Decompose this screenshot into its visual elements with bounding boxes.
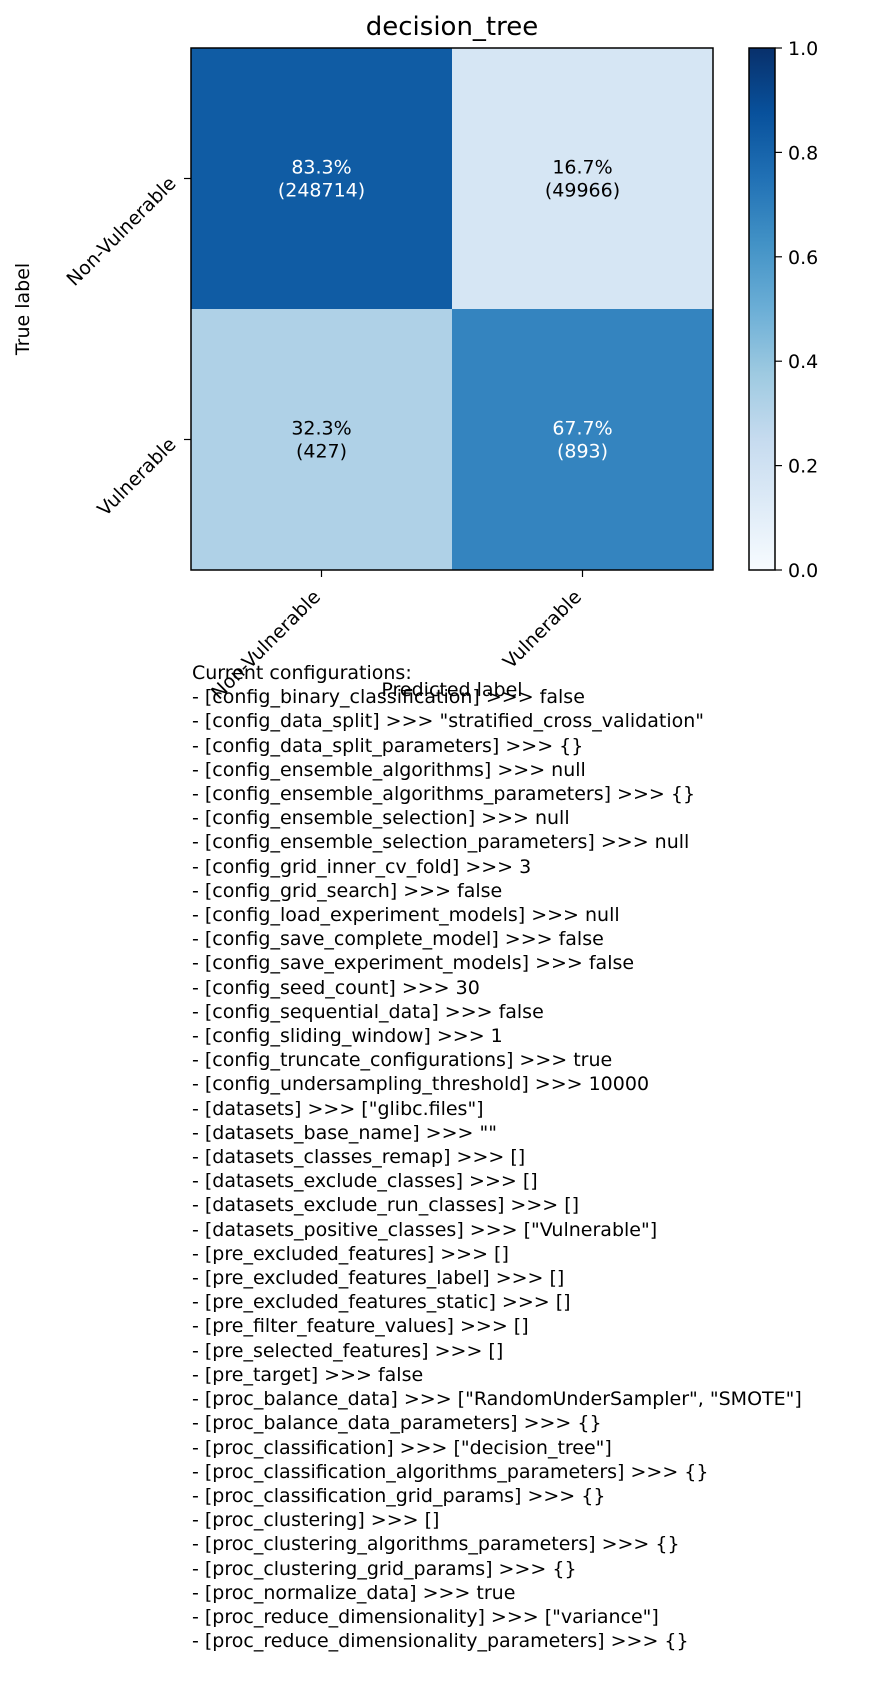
config-line: - [config_binary_classification] >>> fal… — [192, 686, 585, 709]
config-line: - [config_save_experiment_models] >>> fa… — [192, 952, 635, 975]
cell-labels: 83.3%(248714) 16.7%(49966) 32.3%(427) 67.7%… — [278, 157, 620, 463]
x-axis-label: Predicted label — [381, 679, 522, 701]
heatmap-cell-0-1 — [452, 48, 713, 309]
y-tick-label: Non-Vulnerable — [63, 172, 181, 290]
config-line: - [proc_clustering_grid_params] >>> {} — [192, 1557, 577, 1580]
config-line: - [datasets_exclude_run_classes] >>> [] — [192, 1194, 580, 1217]
colorbar-tick-label: 0.8 — [788, 142, 818, 164]
config-line: - [proc_classification_algorithms_parame… — [192, 1460, 709, 1483]
config-line: - [pre_excluded_features_static] >>> [] — [192, 1291, 571, 1314]
config-line: - [proc_clustering_algorithms_parameters… — [192, 1533, 680, 1556]
config-line: - [datasets_exclude_classes] >>> [] — [192, 1170, 538, 1193]
config-line: - [config_ensemble_algorithms_parameters… — [192, 783, 696, 806]
config-line: - [datasets_positive_classes] >>> ["Vuln… — [192, 1218, 658, 1241]
config-line: - [proc_clustering] >>> [] — [192, 1509, 440, 1532]
config-line: - [datasets] >>> ["glibc.files"] — [192, 1097, 484, 1120]
config-line: - [proc_reduce_dimensionality] >>> ["var… — [192, 1605, 659, 1628]
config-line: - [proc_classification] >>> ["decision_t… — [192, 1436, 612, 1459]
config-line: - [config_sliding_window] >>> 1 — [192, 1025, 503, 1048]
colorbar-tick-label: 0.0 — [788, 560, 818, 582]
configuration-list: Current configurations: - [config_binary_… — [192, 661, 802, 1653]
config-line: - [config_data_split] >>> "stratified_cr… — [192, 710, 704, 733]
colorbar — [748, 47, 776, 571]
config-line: - [datasets_classes_remap] >>> [] — [192, 1146, 526, 1169]
colorbar-tick-label: 0.6 — [788, 247, 818, 269]
config-line: - [config_truncate_configurations] >>> t… — [192, 1049, 613, 1072]
colorbar-tick-label: 0.2 — [788, 456, 818, 478]
config-line: - [pre_excluded_features] >>> [] — [192, 1242, 509, 1265]
config-line: - [pre_target] >>> false — [192, 1363, 424, 1386]
config-line: - [proc_balance_data] >>> ["RandomUnderS… — [192, 1388, 802, 1411]
config-line: - [pre_excluded_features_label] >>> [] — [192, 1267, 565, 1290]
heatmap-cell-0-0 — [191, 48, 452, 309]
config-line: - [datasets_base_name] >>> "" — [192, 1121, 497, 1144]
chart-title: decision_tree — [366, 12, 538, 42]
cell-count-label: (49966) — [545, 180, 620, 202]
config-line: - [config_save_complete_model] >>> false — [192, 928, 604, 951]
y-axis-ticks: Non-Vulnerable Vulnerable — [63, 172, 191, 521]
config-line: - [pre_filter_feature_values] >>> [] — [192, 1315, 529, 1338]
cell-count-label: (427) — [296, 441, 347, 463]
y-axis-label: True label — [12, 263, 34, 356]
config-line: - [config_sequential_data] >>> false — [192, 1000, 544, 1023]
config-line: - [config_ensemble_selection] >>> null — [192, 807, 570, 830]
config-line: - [proc_classification_grid_params] >>> … — [192, 1484, 606, 1507]
config-line: - [config_seed_count] >>> 30 — [192, 976, 480, 999]
config-line: - [proc_reduce_dimensionality_parameters… — [192, 1630, 689, 1653]
cell-percent-label: 32.3% — [291, 418, 351, 440]
config-line: - [config_undersampling_threshold] >>> 1… — [192, 1073, 650, 1096]
config-line: - [config_ensemble_algorithms] >>> null — [192, 758, 586, 781]
colorbar-tick-label: 1.0 — [788, 38, 818, 60]
cell-percent-label: 16.7% — [552, 157, 612, 179]
config-line: - [config_ensemble_selection_parameters]… — [192, 831, 690, 854]
heatmap-cells — [191, 48, 713, 570]
cell-count-label: (893) — [557, 441, 608, 463]
config-line: - [config_data_split_parameters] >>> {} — [192, 734, 584, 757]
config-line: - [config_load_experiment_models] >>> nu… — [192, 904, 620, 927]
config-line: - [pre_selected_features] >>> [] — [192, 1339, 504, 1362]
y-tick-label: Vulnerable — [93, 433, 180, 520]
config-line: - [proc_normalize_data] >>> true — [192, 1581, 516, 1604]
config-line: - [config_grid_search] >>> false — [192, 879, 503, 902]
cell-percent-label: 67.7% — [552, 418, 612, 440]
heatmap-cell-1-0 — [191, 309, 452, 570]
plot-frame — [190, 47, 714, 571]
cell-percent-label: 83.3% — [291, 157, 351, 179]
confusion-matrix-chart: decision_tree 83.3%(248714) 16.7%(49966) 3… — [12, 12, 818, 704]
colorbar-ticks: 0.0 0.2 0.4 0.6 0.8 1.0 — [775, 38, 818, 582]
cell-count-label: (248714) — [278, 180, 365, 202]
config-heading: Current configurations: — [192, 662, 412, 684]
config-line: - [config_grid_inner_cv_fold] >>> 3 — [192, 855, 532, 878]
colorbar-tick-label: 0.4 — [788, 351, 818, 373]
config-line: - [proc_balance_data_parameters] >>> {} — [192, 1412, 602, 1435]
heatmap-cell-1-1 — [452, 309, 713, 570]
